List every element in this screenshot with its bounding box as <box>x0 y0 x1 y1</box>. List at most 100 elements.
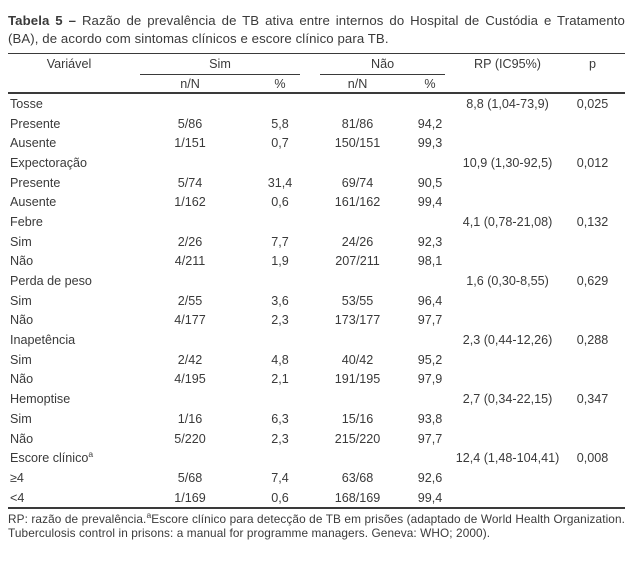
cell-nao-pct: 92,3 <box>417 234 443 249</box>
cell-rp <box>455 192 560 212</box>
table-footnote: RP: razão de prevalência.aEscore clínico… <box>8 510 625 540</box>
cell-p <box>560 311 625 331</box>
cell-nao-pct: 92,6 <box>417 470 443 485</box>
cell-p <box>560 488 625 509</box>
cell-nao-nn: 150/151 <box>334 136 381 151</box>
table-row: Presente 5/86 5,8 81/86 94,2 <box>8 114 625 134</box>
table-row: Ausente 1/151 0,7 150/151 99,3 <box>8 133 625 153</box>
col-group-nao-label: Não <box>320 57 446 75</box>
cell-p <box>560 291 625 311</box>
cell-sim-nn: 1/162 <box>174 195 206 210</box>
table-title-text: Razão de prevalência de TB ativa entre i… <box>8 13 625 46</box>
cell-p <box>560 173 625 193</box>
cell-nao-pct: 97,7 <box>417 431 443 446</box>
row-label: Sim <box>10 411 32 426</box>
cell-p: 0,008 <box>576 451 609 466</box>
cell-nao-pct <box>405 153 455 173</box>
cell-sim-pct: 5,8 <box>271 116 289 131</box>
row-label: Não <box>10 431 34 446</box>
cell-sim-pct: 2,3 <box>271 313 289 328</box>
cell-sim-pct: 1,9 <box>271 254 289 269</box>
cell-sim-pct: 31,4 <box>267 175 293 190</box>
cell-sim-pct: 3,6 <box>271 293 289 308</box>
col-header-rp: RP (IC95%) <box>474 57 542 71</box>
row-label: ≥4 <box>10 470 24 485</box>
cell-p: 0,012 <box>576 155 609 170</box>
cell-rp <box>455 232 560 252</box>
sub-header-nao-nn: n/N <box>347 77 368 91</box>
cell-nao-pct <box>405 93 455 114</box>
cell-p <box>560 232 625 252</box>
table-row: Escore clínicoa 12,4 (1,48-104,41) 0,008 <box>8 448 625 468</box>
table-row: Ausente 1/162 0,6 161/162 99,4 <box>8 192 625 212</box>
col-header-variavel: Variável <box>46 57 92 71</box>
cell-sim-nn <box>130 389 250 409</box>
cell-p <box>560 133 625 153</box>
cell-nao-pct: 93,8 <box>417 411 443 426</box>
cell-p: 0,629 <box>576 274 609 289</box>
cell-nao-pct: 97,7 <box>417 313 443 328</box>
cell-rp <box>455 252 560 272</box>
table-row: Não 4/177 2,3 173/177 97,7 <box>8 311 625 331</box>
cell-nao-pct: 99,3 <box>417 136 443 151</box>
row-label: Presente <box>10 175 61 190</box>
cell-nao-pct: 99,4 <box>417 195 443 210</box>
cell-sim-nn <box>130 448 250 468</box>
cell-sim-pct <box>250 93 310 114</box>
table-row: Presente 5/74 31,4 69/74 90,5 <box>8 173 625 193</box>
cell-sim-pct: 0,6 <box>271 490 289 505</box>
sub-header-nao-pct: % <box>424 77 436 91</box>
cell-rp: 2,7 (0,34-22,15) <box>462 392 553 407</box>
table-row: Febre 4,1 (0,78-21,08) 0,132 <box>8 212 625 232</box>
cell-sim-pct: 2,3 <box>271 431 289 446</box>
footnote-part1: RP: razão de prevalência. <box>8 512 147 527</box>
cell-rp <box>455 429 560 449</box>
cell-rp <box>455 350 560 370</box>
cell-sim-nn: 5/220 <box>174 431 206 446</box>
table-row: Perda de peso 1,6 (0,30-8,55) 0,629 <box>8 271 625 291</box>
cell-rp <box>455 468 560 488</box>
table-title-label: Tabela 5 – <box>8 13 77 28</box>
cell-nao-nn <box>310 93 405 114</box>
table-row: Inapetência 2,3 (0,44-12,26) 0,288 <box>8 330 625 350</box>
row-label: Sim <box>10 352 32 367</box>
footnote-part2: Escore clínico para detecção de TB em pr… <box>8 512 625 540</box>
row-label-superscript: a <box>88 449 94 460</box>
cell-nao-nn: 69/74 <box>341 175 374 190</box>
row-label: Escore clínicoa <box>10 449 94 466</box>
cell-sim-pct <box>250 271 310 291</box>
row-label: Febre <box>10 214 43 229</box>
cell-p <box>560 252 625 272</box>
row-label: Inapetência <box>10 333 76 348</box>
cell-rp <box>455 488 560 509</box>
cell-nao-nn: 207/211 <box>335 254 380 269</box>
row-label: Não <box>10 372 34 387</box>
cell-nao-nn <box>310 389 405 409</box>
cell-p: 0,025 <box>576 96 609 111</box>
cell-sim-nn: 2/55 <box>177 293 203 308</box>
table-row: Sim 1/16 6,3 15/16 93,8 <box>8 409 625 429</box>
cell-sim-pct <box>250 448 310 468</box>
cell-nao-pct: 90,5 <box>417 175 443 190</box>
row-label: Não <box>10 313 34 328</box>
cell-sim-nn <box>130 330 250 350</box>
cell-sim-nn: 2/42 <box>177 352 203 367</box>
cell-sim-nn: 4/177 <box>174 313 206 328</box>
cell-p <box>560 429 625 449</box>
table-title: Tabela 5 – Razão de prevalência de TB at… <box>8 12 625 48</box>
cell-rp: 2,3 (0,44-12,26) <box>462 333 553 348</box>
cell-nao-nn: 15/16 <box>341 411 374 426</box>
cell-rp <box>455 291 560 311</box>
cell-sim-pct: 7,7 <box>271 234 289 249</box>
cell-nao-pct: 94,2 <box>417 116 443 131</box>
table-row: Não 5/220 2,3 215/220 97,7 <box>8 429 625 449</box>
cell-sim-nn: 5/74 <box>177 175 203 190</box>
cell-rp: 12,4 (1,48-104,41) <box>455 451 560 466</box>
cell-sim-nn: 5/68 <box>177 470 203 485</box>
footnote-superscript: a <box>146 510 152 521</box>
sub-header-sim-nn: n/N <box>180 77 200 91</box>
cell-p <box>560 370 625 390</box>
cell-nao-pct: 98,1 <box>417 254 443 269</box>
cell-nao-pct: 95,2 <box>417 352 443 367</box>
cell-sim-nn: 4/195 <box>174 372 206 387</box>
